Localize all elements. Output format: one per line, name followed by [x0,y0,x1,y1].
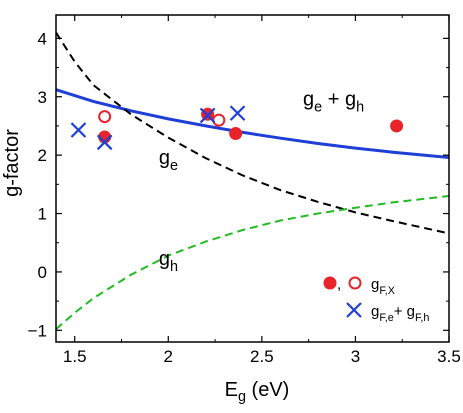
legend-marker-cross [346,302,362,318]
curve-label-main: g [159,248,170,270]
data-point-filled-circle [229,127,243,141]
y-tick-label: 0 [38,263,47,282]
curve-label-sub: e [170,158,178,174]
data-point-open-circle [98,110,112,124]
curve-g-e-g-h [56,88,449,159]
data-point-open-circle [212,113,226,127]
legend-label-main: g [371,303,379,320]
curve-label-sub2: h [356,100,364,116]
legend-label-sub: F,X [379,285,395,297]
x-axis-title: Eg (eV) [225,379,290,405]
legend-label-mid: + g [394,303,415,320]
curves-layer [56,31,449,330]
legend-label: gF,X [371,276,395,297]
data-point-cross-stroke-b [229,105,246,121]
legend-label-sub2: F,h [415,312,429,324]
data-point-cross [229,105,246,121]
data-point-cross-stroke-b [96,134,113,151]
legend-separator: , [337,276,341,293]
curve-label: gh [159,248,178,275]
points-layer [70,105,404,151]
legend-marker-filled-circle [323,276,337,290]
x-tick-label: 2.5 [250,347,274,366]
y-tick-label: 3 [38,88,47,107]
data-point-cross-stroke-b [199,107,216,124]
legend: , gF,XgF,e+ gF,h [323,276,429,324]
data-point-cross [70,122,87,138]
y-tick-label: 1 [38,205,47,224]
y-tick-label: −1 [28,321,47,340]
x-tick-label: 1.5 [63,347,87,366]
y-axis-title: g-factor [1,129,23,197]
legend-label-main: g [371,276,379,293]
data-point-cross [199,107,216,124]
x-tick-label: 3.5 [437,347,461,366]
plot-frame [55,14,450,343]
curve-label-sub: e [314,100,322,116]
legend-marker-cross-stroke-b [346,302,362,318]
curve-g-e [56,31,449,235]
legend-marker-open-circle [348,276,362,290]
y-tick-label: 2 [38,146,47,165]
curve-label: ge + gh [303,89,364,116]
curve-g-h [56,195,449,330]
data-point-filled-circle [390,119,404,133]
y-tick-label: 4 [38,29,47,48]
curve-label-rest: + g [322,89,356,111]
curve-label-main: g [159,147,170,169]
ticks-layer: 1.5 2 2.5 3 3.5 −1 0 1 2 3 4 [28,15,461,366]
curve-label-main: g [303,89,314,111]
legend-label-sub: F,e [379,312,393,324]
data-point-cross [96,134,113,151]
legend-label: gF,e+ gF,h [371,303,429,324]
x-tick-label: 2 [164,347,173,366]
x-tick-label: 3 [351,347,360,366]
curve-label: ge [159,147,178,174]
curve-label-sub: h [170,259,178,275]
data-point-cross-stroke-b [70,122,87,138]
